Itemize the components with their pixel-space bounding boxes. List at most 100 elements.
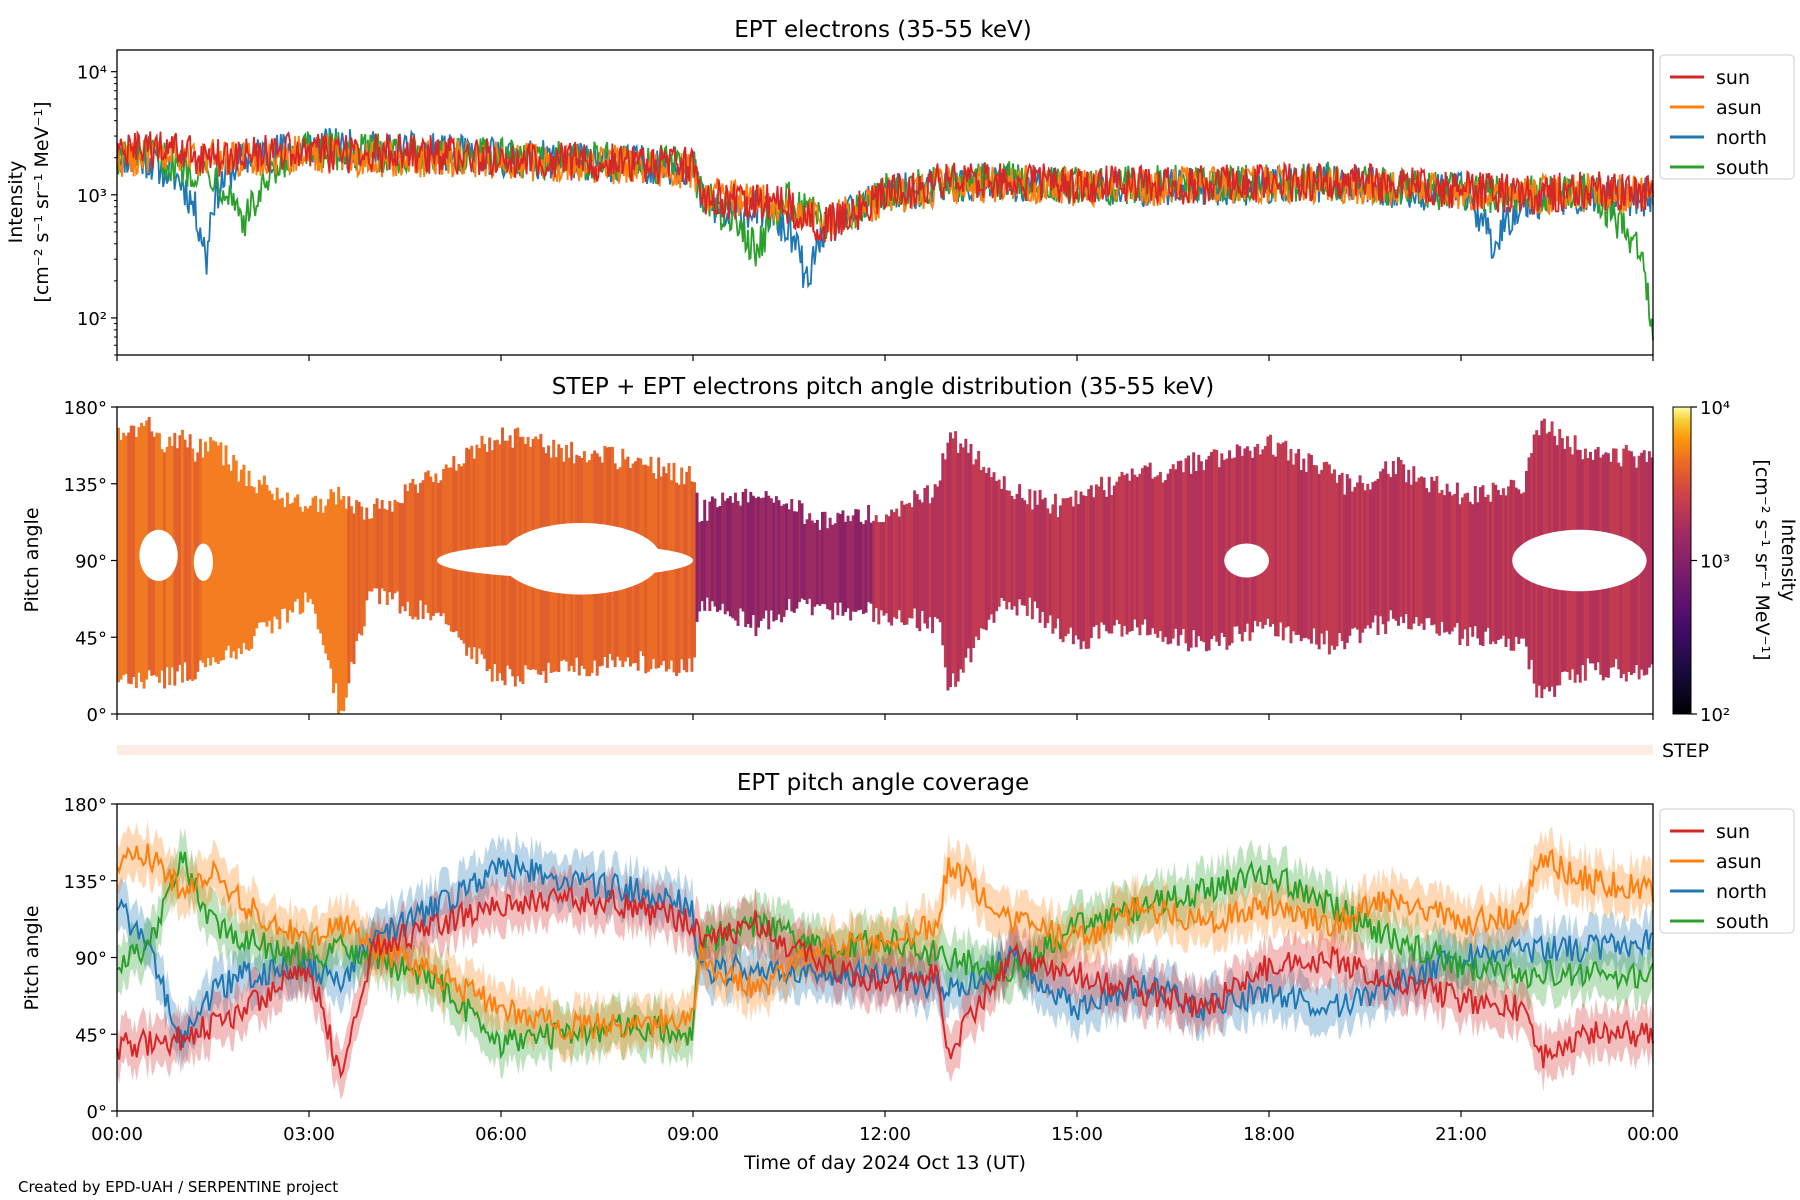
pad-heatmap-column — [1343, 494, 1347, 650]
pad-heatmap-column — [736, 501, 740, 626]
coverage-legend-label-asun: asun — [1716, 851, 1762, 873]
pad-heatmap-column — [1171, 464, 1175, 639]
pad-heatmap-column — [227, 464, 231, 646]
pad-heatmap-column — [1358, 475, 1362, 644]
pad-coverage-gap — [193, 543, 213, 581]
credit-text: Created by EPD-UAH / SERPENTINE project — [18, 1178, 338, 1196]
pad-heatmap-column — [1650, 457, 1654, 665]
pad-heatmap-column — [480, 435, 484, 655]
pad-heatmap-column — [1394, 474, 1398, 621]
xtick-label: 03:00 — [283, 1124, 335, 1145]
pad-heatmap-column — [1399, 460, 1403, 617]
pad-heatmap-column — [1112, 485, 1116, 626]
pad-heatmap-column — [1471, 504, 1475, 637]
pad-heatmap-column — [1015, 493, 1019, 616]
pad-heatmap-column — [954, 431, 958, 687]
pad-heatmap-column — [698, 522, 702, 612]
pad-heatmap-column — [964, 438, 968, 658]
pad-heatmap-column — [1066, 498, 1070, 634]
pad-heatmap-column — [444, 464, 448, 625]
pad-heatmap-column — [1430, 476, 1434, 626]
pad-heatmap-column — [869, 522, 873, 604]
pad-heatmap-column — [675, 482, 679, 677]
pad-heatmap-column — [803, 524, 807, 600]
pad-heatmap-column — [1348, 478, 1352, 636]
pad-heatmap-column — [181, 429, 184, 683]
pad-heatmap-column — [375, 498, 379, 589]
pad-heatmap-column — [1020, 498, 1024, 606]
pad-heatmap-column — [856, 509, 860, 611]
pad-heatmap-column — [1025, 504, 1029, 616]
pad-heatmap-column — [1033, 490, 1037, 602]
pad-heatmap-column — [695, 492, 699, 622]
pad-heatmap-column — [685, 471, 689, 673]
pad-heatmap-column — [946, 442, 950, 691]
pad-heatmap-column — [1284, 440, 1288, 628]
pad-heatmap-column — [923, 488, 927, 624]
pad-heatmap-column — [1294, 453, 1298, 635]
pad-heatmap-column — [1427, 492, 1431, 618]
coverage-ytick-label: 180° — [64, 795, 107, 816]
pad-heatmap-column — [1376, 478, 1380, 635]
pad-heatmap-column — [257, 479, 261, 623]
intensity-x-ticks — [116, 355, 1654, 361]
pad-heatmap-column — [1038, 489, 1042, 623]
pad-heatmap-column — [1007, 490, 1011, 603]
intensity-ylabel-line1: Intensity — [5, 161, 27, 244]
pad-heatmap-column — [1002, 476, 1006, 601]
pad-heatmap-column — [129, 425, 133, 685]
pad-heatmap-column — [309, 505, 312, 599]
pad-heatmap-column — [918, 499, 922, 632]
pad-heatmap-column — [721, 492, 725, 604]
pad-heatmap-column — [1117, 476, 1121, 625]
pad-heatmap-column — [1064, 498, 1068, 637]
pad-heatmap-column — [1315, 465, 1319, 645]
pad-heatmap-column — [186, 447, 190, 681]
pad-heatmap-column — [442, 469, 446, 614]
intensity-legend-box — [1659, 54, 1795, 180]
pad-heatmap-column — [795, 511, 799, 609]
pad-heatmap-column — [434, 473, 438, 614]
pad-heatmap-column — [1123, 475, 1127, 626]
pad-heatmap-column — [849, 521, 853, 621]
step-coverage-bar — [117, 745, 1653, 755]
pad-heatmap — [117, 417, 1654, 714]
pad-heatmap-column — [749, 491, 753, 628]
pad-heatmap-column — [703, 499, 707, 611]
pad-heatmap-column — [127, 432, 131, 684]
pad-heatmap-column — [982, 466, 986, 630]
pad-heatmap-column — [1478, 487, 1482, 646]
pad-heatmap-column — [1166, 473, 1170, 645]
pad-heatmap-column — [772, 502, 776, 622]
pad-heatmap-column — [370, 518, 374, 592]
pad-heatmap-column — [1235, 444, 1239, 627]
pad-heatmap-column — [792, 511, 796, 613]
pad-heatmap-column — [1448, 491, 1452, 635]
pad-heatmap-column — [1297, 449, 1301, 635]
pad-heatmap-column — [1082, 495, 1086, 642]
pad-heatmap-column — [1499, 495, 1503, 639]
pad-heatmap-column — [260, 484, 264, 623]
pad-heatmap-column — [690, 481, 694, 672]
pad-heatmap-column — [1220, 453, 1224, 633]
pad-heatmap-column — [859, 521, 863, 610]
pad-panel: STEP + EPT electrons pitch angle distrib… — [21, 374, 1799, 762]
pad-heatmap-column — [301, 511, 305, 613]
pad-heatmap-column — [1205, 459, 1208, 652]
coverage-ytick-label: 135° — [64, 872, 107, 893]
pad-heatmap-column — [1100, 476, 1103, 623]
intensity-panel: EPT electrons (35-55 keV) 10² 10³ 10⁴ Inte… — [5, 17, 1795, 361]
pad-heatmap-column — [332, 492, 335, 694]
pad-heatmap-column — [1473, 486, 1477, 627]
pad-heatmap-column — [1327, 464, 1331, 655]
pad-heatmap-column — [841, 510, 845, 616]
pad-heatmap-column — [1199, 461, 1203, 641]
pad-heatmap-column — [467, 449, 471, 648]
pad-heatmap-column — [664, 473, 668, 672]
pad-heatmap-column — [1125, 473, 1129, 635]
pad-heatmap-column — [1079, 491, 1083, 650]
pad-heatmap-column — [1458, 504, 1462, 645]
intensity-title: EPT electrons (35-55 keV) — [734, 17, 1031, 43]
pad-heatmap-column — [275, 487, 279, 620]
pad-heatmap-column — [908, 502, 911, 618]
